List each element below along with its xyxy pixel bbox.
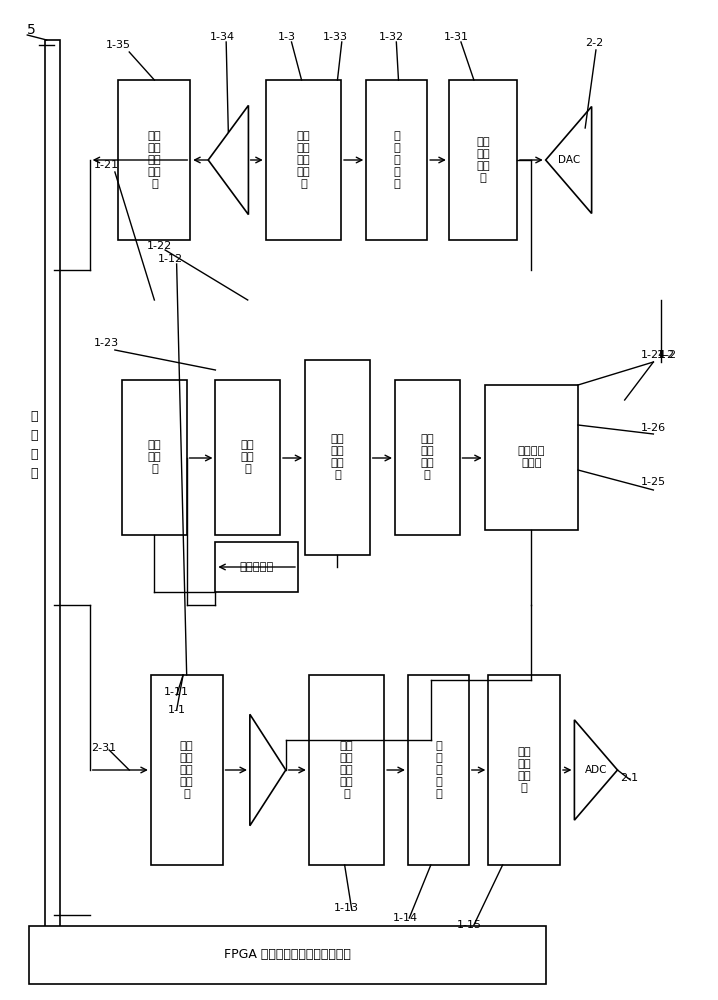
Text: 正
交
解
调
器: 正 交 解 调 器 bbox=[435, 741, 442, 799]
Bar bbox=[111, 622, 661, 917]
Bar bbox=[309, 675, 384, 865]
Text: 中频
接收
后级
滤波
器: 中频 接收 后级 滤波 器 bbox=[340, 741, 353, 799]
Bar bbox=[408, 675, 469, 865]
Text: 射
频
设
备: 射 频 设 备 bbox=[31, 410, 38, 480]
Text: 1-21: 1-21 bbox=[94, 160, 118, 170]
Text: 2-1: 2-1 bbox=[620, 773, 638, 783]
Text: 1-13: 1-13 bbox=[334, 903, 358, 913]
Text: 1-35: 1-35 bbox=[106, 40, 131, 50]
Text: 1-23: 1-23 bbox=[94, 338, 118, 348]
Text: 基带
接收
滤波
器: 基带 接收 滤波 器 bbox=[517, 747, 531, 793]
Bar bbox=[395, 380, 460, 535]
Text: 基带
发射
滤波
器: 基带 发射 滤波 器 bbox=[476, 137, 490, 183]
Text: ADC: ADC bbox=[584, 765, 607, 775]
Text: 1-33: 1-33 bbox=[323, 32, 348, 42]
Bar bbox=[449, 80, 517, 240]
Bar bbox=[305, 360, 370, 555]
Bar bbox=[366, 80, 427, 240]
Text: 中频
接收
前级
滤波
器: 中频 接收 前级 滤波 器 bbox=[180, 741, 194, 799]
Bar bbox=[266, 80, 341, 240]
Text: 1-2: 1-2 bbox=[657, 350, 676, 360]
Bar bbox=[111, 54, 661, 272]
Text: 中频
发射
末级
滤波
器: 中频 发射 末级 滤波 器 bbox=[147, 131, 162, 189]
Text: 1-15: 1-15 bbox=[457, 920, 482, 930]
Text: 1-34: 1-34 bbox=[210, 32, 235, 42]
Bar bbox=[485, 385, 578, 530]
Text: 2-31: 2-31 bbox=[92, 743, 116, 753]
Text: DAC: DAC bbox=[558, 155, 579, 165]
Polygon shape bbox=[546, 107, 592, 213]
Bar bbox=[215, 380, 280, 535]
Bar bbox=[118, 80, 190, 240]
Text: 1-14: 1-14 bbox=[393, 913, 417, 923]
Text: 1-32: 1-32 bbox=[379, 32, 404, 42]
Text: 1-24: 1-24 bbox=[640, 350, 666, 360]
Text: 压控
振荡
器: 压控 振荡 器 bbox=[241, 440, 255, 475]
Text: 环路滤波器: 环路滤波器 bbox=[240, 562, 274, 572]
Text: 参考
频率
源: 参考 频率 源 bbox=[147, 440, 162, 475]
Text: FPGA 现场可编程门阵列处理模块: FPGA 现场可编程门阵列处理模块 bbox=[224, 948, 350, 962]
Text: 正
交
调
制
器: 正 交 调 制 器 bbox=[393, 131, 400, 189]
Bar bbox=[45, 40, 60, 960]
Bar bbox=[488, 675, 560, 865]
Text: 本振
输出
驱动
器: 本振 输出 驱动 器 bbox=[420, 434, 434, 481]
Polygon shape bbox=[574, 720, 617, 820]
Text: 1-2: 1-2 bbox=[658, 350, 677, 360]
Bar bbox=[122, 380, 187, 535]
Text: 本振输出
功分器: 本振输出 功分器 bbox=[518, 446, 545, 468]
Text: 1-26: 1-26 bbox=[641, 423, 666, 433]
Bar bbox=[111, 297, 661, 607]
Polygon shape bbox=[208, 105, 248, 215]
Text: 1-3: 1-3 bbox=[278, 32, 297, 42]
Bar bbox=[151, 675, 223, 865]
Polygon shape bbox=[250, 714, 286, 826]
Text: 1-22: 1-22 bbox=[146, 241, 172, 251]
Text: 5: 5 bbox=[27, 23, 36, 37]
Text: 本振
输出
滤波
器: 本振 输出 滤波 器 bbox=[330, 434, 345, 481]
Text: 中频
发射
前级
滤波
器: 中频 发射 前级 滤波 器 bbox=[297, 131, 310, 189]
Text: 2-2: 2-2 bbox=[585, 38, 604, 48]
Text: 1-11: 1-11 bbox=[164, 687, 189, 697]
Bar bbox=[29, 926, 546, 984]
Text: 1-31: 1-31 bbox=[444, 32, 468, 42]
Text: 1-25: 1-25 bbox=[641, 477, 666, 487]
Text: 1-1: 1-1 bbox=[167, 705, 186, 715]
Bar bbox=[215, 542, 298, 592]
Text: 1-12: 1-12 bbox=[158, 254, 182, 264]
